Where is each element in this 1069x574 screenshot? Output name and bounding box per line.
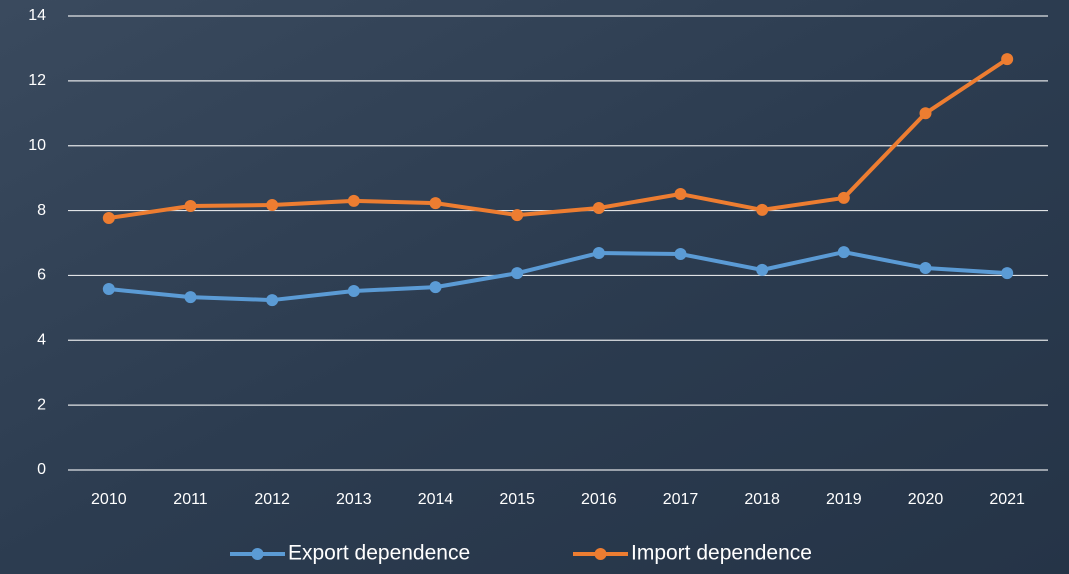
data-point	[348, 285, 360, 297]
data-point	[920, 107, 932, 119]
x-tick-label: 2012	[254, 491, 290, 508]
data-point	[838, 192, 850, 204]
legend-marker	[252, 548, 264, 560]
x-tick-label: 2019	[826, 491, 862, 508]
x-tick-label: 2016	[581, 491, 617, 508]
data-point	[511, 209, 523, 221]
legend-label: Import dependence	[631, 542, 812, 565]
y-tick-label: 12	[28, 72, 46, 89]
legend-label: Export dependence	[288, 542, 470, 565]
data-point	[593, 247, 605, 259]
data-point	[103, 212, 115, 224]
background	[0, 0, 1069, 574]
y-tick-label: 14	[28, 7, 46, 24]
data-point	[838, 246, 850, 258]
data-point	[266, 294, 278, 306]
data-point	[430, 197, 442, 209]
data-point	[675, 248, 687, 260]
x-tick-label: 2020	[908, 491, 944, 508]
data-point	[675, 188, 687, 200]
data-point	[348, 195, 360, 207]
y-tick-label: 8	[37, 202, 46, 219]
data-point	[756, 264, 768, 276]
data-point	[593, 202, 605, 214]
x-tick-label: 2013	[336, 491, 372, 508]
legend-marker	[595, 548, 607, 560]
data-point	[1001, 53, 1013, 65]
data-point	[756, 204, 768, 216]
data-point	[266, 199, 278, 211]
y-tick-label: 4	[37, 332, 46, 349]
x-tick-label: 2018	[744, 491, 780, 508]
y-tick-label: 2	[37, 396, 46, 413]
data-point	[185, 291, 197, 303]
chart: 0 2 4 6 8 10 12 14 2010 2011 2012 2013 2014 2015 2016 2…	[0, 0, 1069, 574]
x-tick-label: 2015	[499, 491, 535, 508]
data-point	[185, 200, 197, 212]
y-tick-label: 0	[37, 461, 46, 478]
y-tick-label: 10	[28, 137, 46, 154]
data-point	[920, 262, 932, 274]
data-point	[103, 283, 115, 295]
data-point	[511, 267, 523, 279]
x-tick-label: 2010	[91, 491, 127, 508]
x-tick-label: 2017	[663, 491, 699, 508]
data-point	[430, 281, 442, 293]
x-tick-label: 2021	[989, 491, 1025, 508]
data-point	[1001, 267, 1013, 279]
x-tick-label: 2014	[418, 491, 454, 508]
x-tick-label: 2011	[173, 491, 208, 508]
y-tick-label: 6	[37, 267, 46, 284]
